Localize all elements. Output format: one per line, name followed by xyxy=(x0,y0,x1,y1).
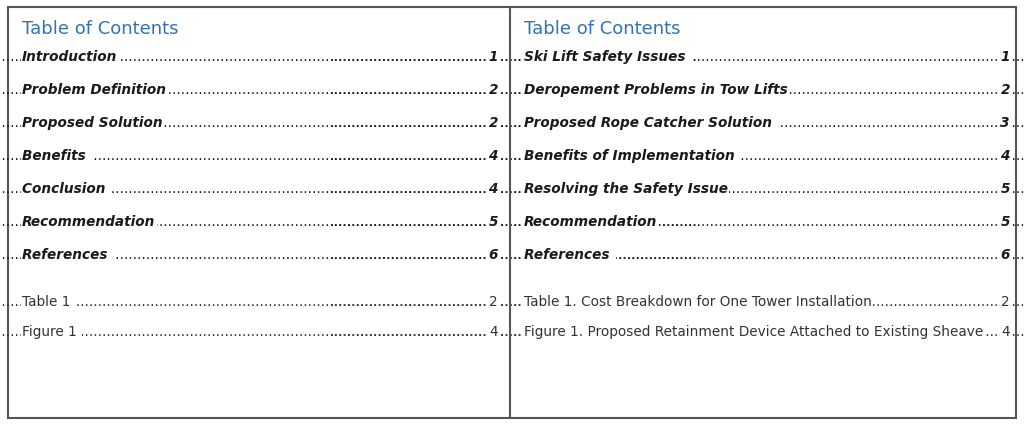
Text: Figure 1: Figure 1 xyxy=(22,324,81,338)
Text: 4: 4 xyxy=(1000,149,1010,163)
Text: ................................................................................: ........................................… xyxy=(330,50,1024,64)
Text: 1: 1 xyxy=(1000,50,1010,64)
Text: 6: 6 xyxy=(488,248,498,262)
Text: Table 1: Table 1 xyxy=(22,294,75,308)
Text: 2: 2 xyxy=(488,116,498,130)
Text: 1: 1 xyxy=(488,50,498,64)
Text: 2: 2 xyxy=(488,116,498,130)
Text: ................................................................................: ........................................… xyxy=(330,83,1024,97)
Text: Recommendation: Recommendation xyxy=(22,215,156,228)
Text: Resolving the Safety Issue: Resolving the Safety Issue xyxy=(524,181,728,196)
Text: ................................................................................: ........................................… xyxy=(0,149,697,163)
Text: Recommendation: Recommendation xyxy=(524,215,657,228)
Text: Table 1. Cost Breakdown for One Tower Installation: Table 1. Cost Breakdown for One Tower In… xyxy=(524,294,871,308)
Text: 2: 2 xyxy=(488,83,498,97)
Text: ................................................................................: ........................................… xyxy=(330,181,1024,196)
Text: Proposed Rope Catcher Solution: Proposed Rope Catcher Solution xyxy=(524,116,777,130)
Text: ................................................................................: ........................................… xyxy=(330,116,1024,130)
Text: Proposed Rope Catcher Solution: Proposed Rope Catcher Solution xyxy=(524,116,777,130)
Text: 1: 1 xyxy=(1000,50,1010,64)
Text: ................................................................................: ........................................… xyxy=(330,215,1024,228)
Text: 2: 2 xyxy=(1001,294,1010,308)
Text: ................................................................................: ........................................… xyxy=(0,324,697,338)
Text: 2: 2 xyxy=(1000,83,1010,97)
Text: References: References xyxy=(22,248,113,262)
Text: Recommendation: Recommendation xyxy=(524,215,657,228)
Text: 4: 4 xyxy=(488,149,498,163)
Text: 4: 4 xyxy=(489,324,498,338)
Text: 5: 5 xyxy=(1000,215,1010,228)
Text: Figure 1. Proposed Retainment Device Attached to Existing Sheave: Figure 1. Proposed Retainment Device Att… xyxy=(524,324,983,338)
Text: 4: 4 xyxy=(488,149,498,163)
Text: 4: 4 xyxy=(488,181,498,196)
Text: Table 1. Cost Breakdown for One Tower Installation: Table 1. Cost Breakdown for One Tower In… xyxy=(524,294,871,308)
Text: ................................................................................: ........................................… xyxy=(0,215,697,228)
Text: 1: 1 xyxy=(488,50,498,64)
Text: References: References xyxy=(524,248,614,262)
Text: 4: 4 xyxy=(1000,149,1010,163)
Text: ................................................................................: ........................................… xyxy=(330,149,1024,163)
Text: 2: 2 xyxy=(489,294,498,308)
Text: Introduction: Introduction xyxy=(22,50,118,64)
Text: 6: 6 xyxy=(488,248,498,262)
Text: Resolving the Safety Issue: Resolving the Safety Issue xyxy=(524,181,728,196)
Text: Figure 1: Figure 1 xyxy=(22,324,81,338)
Text: ................................................................................: ........................................… xyxy=(330,294,1024,308)
Text: 4: 4 xyxy=(489,324,498,338)
Text: Table of Contents: Table of Contents xyxy=(22,20,178,38)
Text: ................................................................................: ........................................… xyxy=(330,324,1024,338)
Text: ................................................................................: ........................................… xyxy=(0,83,697,97)
Text: Benefits: Benefits xyxy=(22,149,90,163)
Text: Table 1: Table 1 xyxy=(22,294,75,308)
Text: ................................................................................: ........................................… xyxy=(0,181,697,196)
Text: 2: 2 xyxy=(1001,294,1010,308)
Text: 5: 5 xyxy=(1000,215,1010,228)
Text: 2: 2 xyxy=(488,83,498,97)
Text: Benefits: Benefits xyxy=(22,149,90,163)
Text: Ski Lift Safety Issues: Ski Lift Safety Issues xyxy=(524,50,690,64)
Text: Conclusion: Conclusion xyxy=(22,181,111,196)
Text: Benefits of Implementation: Benefits of Implementation xyxy=(524,149,739,163)
Text: 6: 6 xyxy=(1000,248,1010,262)
Text: Ski Lift Safety Issues: Ski Lift Safety Issues xyxy=(524,50,690,64)
Text: Problem Definition: Problem Definition xyxy=(22,83,166,97)
Text: 5: 5 xyxy=(488,215,498,228)
Text: References: References xyxy=(524,248,614,262)
Text: Deropement Problems in Tow Lifts: Deropement Problems in Tow Lifts xyxy=(524,83,787,97)
Text: 2: 2 xyxy=(1000,83,1010,97)
Text: Deropement Problems in Tow Lifts: Deropement Problems in Tow Lifts xyxy=(524,83,787,97)
Text: 5: 5 xyxy=(488,215,498,228)
Text: Proposed Solution: Proposed Solution xyxy=(22,116,163,130)
Text: Recommendation: Recommendation xyxy=(22,215,156,228)
Text: Benefits of Implementation: Benefits of Implementation xyxy=(524,149,739,163)
Text: Figure 1. Proposed Retainment Device Attached to Existing Sheave: Figure 1. Proposed Retainment Device Att… xyxy=(524,324,983,338)
Text: 4: 4 xyxy=(1001,324,1010,338)
Text: Problem Definition: Problem Definition xyxy=(22,83,166,97)
Text: 2: 2 xyxy=(489,294,498,308)
Text: 5: 5 xyxy=(1000,181,1010,196)
Text: 3: 3 xyxy=(1000,116,1010,130)
Text: 3: 3 xyxy=(1000,116,1010,130)
Text: Proposed Solution: Proposed Solution xyxy=(22,116,163,130)
Text: 4: 4 xyxy=(488,181,498,196)
Text: ................................................................................: ........................................… xyxy=(0,116,697,130)
Text: ................................................................................: ........................................… xyxy=(0,248,697,262)
Text: 5: 5 xyxy=(1000,181,1010,196)
Text: Conclusion: Conclusion xyxy=(22,181,111,196)
Text: ................................................................................: ........................................… xyxy=(0,294,697,308)
Text: 4: 4 xyxy=(1001,324,1010,338)
Text: ................................................................................: ........................................… xyxy=(0,50,697,64)
Text: References: References xyxy=(22,248,113,262)
Text: ................................................................................: ........................................… xyxy=(330,248,1024,262)
Text: Table of Contents: Table of Contents xyxy=(524,20,681,38)
Text: Introduction: Introduction xyxy=(22,50,118,64)
Text: 6: 6 xyxy=(1000,248,1010,262)
